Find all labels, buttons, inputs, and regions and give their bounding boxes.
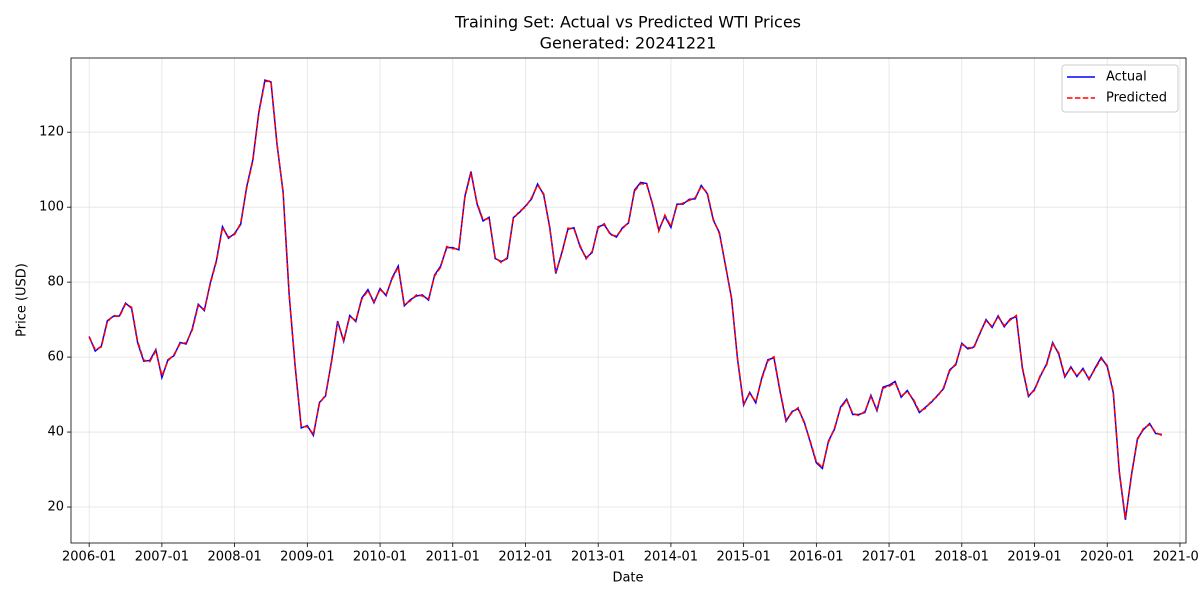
x-tick-label: 2007-01 — [135, 550, 189, 565]
x-tick-label: 2006-01 — [62, 550, 116, 565]
series-line — [88, 80, 1163, 519]
x-tick-label: 2011-01 — [426, 550, 480, 565]
y-axis-label: Price (USD) — [15, 263, 30, 337]
x-tick-label: 2021-01 — [1153, 550, 1200, 565]
x-tick-label: 2015-01 — [716, 550, 770, 565]
y-tick-label: 40 — [47, 425, 64, 440]
chart-title: Training Set: Actual vs Predicted WTI Pr… — [454, 13, 801, 32]
x-tick-label: 2020-01 — [1080, 550, 1134, 565]
x-tick-label: 2017-01 — [862, 550, 916, 565]
chart-subtitle: Generated: 20241221 — [540, 34, 717, 53]
y-tick-label: 20 — [47, 500, 64, 515]
x-tick-label: 2010-01 — [353, 550, 407, 565]
x-axis-label: Date — [612, 571, 643, 586]
x-tick-label: 2013-01 — [571, 550, 625, 565]
x-tick-label: 2014-01 — [644, 550, 698, 565]
x-tick-label: 2012-01 — [498, 550, 552, 565]
x-tick-label: 2019-01 — [1007, 550, 1061, 565]
legend-label: Predicted — [1106, 91, 1167, 106]
y-tick-label: 80 — [47, 275, 64, 290]
x-tick-label: 2016-01 — [789, 550, 843, 565]
y-tick-label: 120 — [39, 125, 64, 140]
plot-frame — [70, 57, 1187, 544]
x-tick-label: 2009-01 — [280, 550, 334, 565]
series-line — [88, 79, 1162, 520]
x-tick-label: 2018-01 — [935, 550, 989, 565]
y-tick-label: 100 — [39, 200, 64, 215]
y-tick-label: 60 — [47, 350, 64, 365]
x-tick-label: 2008-01 — [207, 550, 261, 565]
legend-label: Actual — [1106, 70, 1147, 85]
